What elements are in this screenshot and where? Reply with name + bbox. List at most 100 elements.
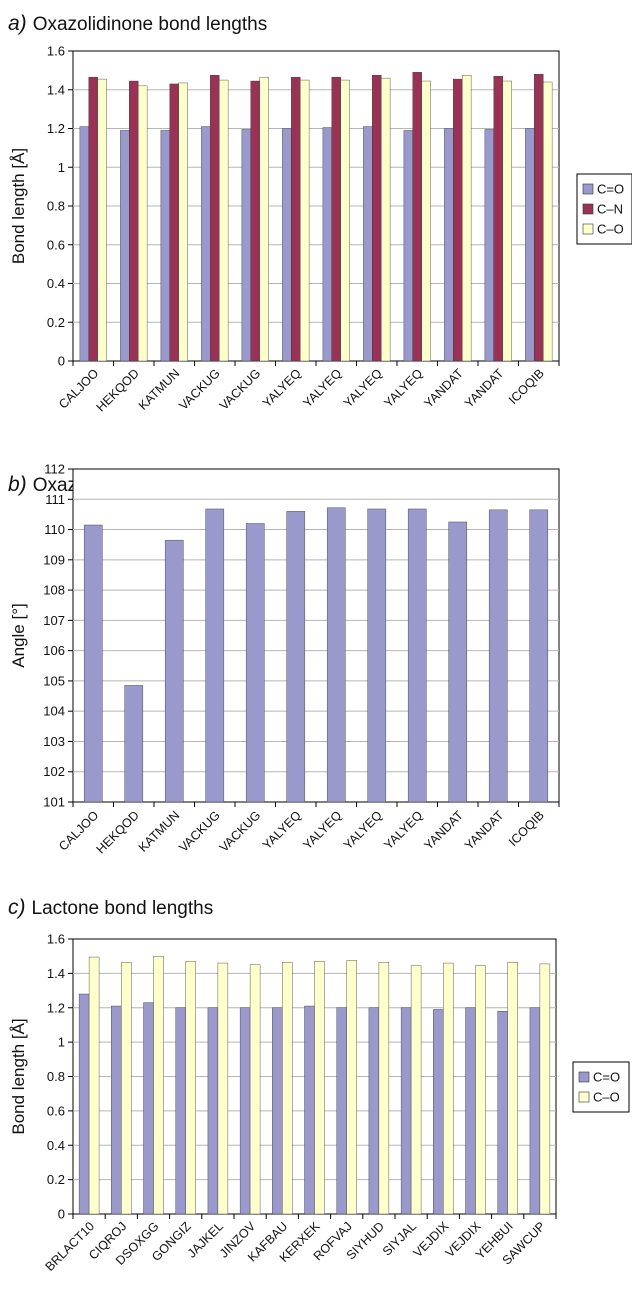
y-tick-label: 0.2 — [47, 315, 65, 330]
plot-area — [72, 468, 560, 803]
y-tick-label: 107 — [43, 613, 65, 628]
y-axis-label: Bond length [Å] — [9, 148, 28, 264]
legend-label: C–O — [597, 222, 624, 237]
bar-co-5 — [239, 1007, 251, 1215]
y-tick-label: 0 — [58, 1207, 65, 1222]
bar-co-3 — [219, 79, 229, 362]
chart-panel-b: b)Oxazolidinone Lp–N–C–O dihedral angles… — [8, 462, 560, 856]
bar-co-11 — [443, 962, 454, 1215]
y-tick-label: 101 — [43, 795, 65, 810]
bar-co-3 — [175, 1007, 186, 1215]
category-label: VACKUG — [176, 366, 223, 413]
bar-co-4 — [259, 76, 269, 362]
y-tick-label: 103 — [43, 734, 65, 749]
bar-co-14 — [529, 1007, 541, 1215]
bar-cn-6 — [331, 76, 341, 362]
bar-co-1 — [121, 962, 132, 1215]
y-axis-label: Angle [°] — [9, 603, 28, 667]
y-tick-label: 1.2 — [47, 1000, 65, 1015]
legend: C=O C–N C–O — [576, 173, 632, 245]
y-tick-label: 109 — [43, 552, 65, 567]
bar-value-3 — [205, 508, 225, 803]
bar-co-4 — [207, 1007, 219, 1215]
bar-co-11 — [433, 1009, 444, 1215]
bar-co-1 — [120, 130, 130, 362]
category-label: YALYEQ — [260, 366, 304, 410]
y-tick-label: 104 — [43, 704, 65, 719]
bar-value-2 — [164, 539, 184, 803]
category-label: YALYEQ — [300, 366, 344, 410]
chart-title: c) Lactone bond lengths — [8, 896, 213, 919]
bar-value-1 — [124, 685, 144, 803]
y-tick-label: 0.6 — [47, 1103, 65, 1118]
y-axis-label: Bond length [Å] — [9, 1018, 28, 1134]
bar-cn-2 — [169, 83, 179, 362]
y-tick-label: 1.4 — [47, 82, 65, 97]
y-tick-label: 1.2 — [47, 121, 65, 136]
panel-letter: c) — [8, 896, 26, 919]
panel-letter: a) — [8, 12, 27, 35]
category-label: BRLACT10 — [43, 1219, 98, 1274]
category-label: KATMUN — [136, 808, 183, 855]
bar-co-1 — [138, 85, 148, 362]
bar-co-10 — [484, 129, 494, 362]
y-tick-label: 102 — [43, 764, 65, 779]
legend: C=O C–O — [572, 1061, 630, 1113]
bar-co-1 — [111, 1005, 122, 1215]
category-label: HEKQOD — [94, 808, 142, 856]
bar-co-0 — [88, 956, 100, 1215]
bar-cn-11 — [534, 74, 544, 362]
legend-label: C=O — [593, 1070, 620, 1085]
bar-cn-3 — [210, 75, 220, 362]
bar-co-6 — [340, 79, 350, 362]
y-tick-label: 111 — [45, 492, 65, 507]
bar-co-8 — [403, 130, 413, 362]
bar-co-12 — [475, 965, 486, 1215]
bar-co-9 — [378, 962, 390, 1215]
category-label: YALYEQ — [260, 808, 304, 852]
bar-value-9 — [448, 521, 468, 803]
bar-cn-9 — [453, 78, 463, 362]
category-label: YANDAT — [462, 808, 507, 853]
chart-title: a) Oxazolidinone bond lengths — [8, 12, 267, 35]
bar-value-0 — [83, 524, 103, 803]
bar-cn-0 — [88, 76, 98, 362]
category-label: YANDAT — [462, 366, 507, 411]
y-tick-label: 1.6 — [47, 932, 65, 947]
y-tick-label: 0 — [58, 354, 65, 369]
bar-cn-10 — [493, 75, 503, 362]
panel-letter: b) — [8, 473, 27, 496]
bar-co-6 — [272, 1007, 283, 1215]
category-label: YANDAT — [421, 808, 466, 853]
category-label: YALYEQ — [381, 808, 425, 852]
bar-co-10 — [410, 965, 422, 1215]
chart-panel-c: c) Lactone bond lengths 0 0.2 0.4 0.6 0.8 1 1.2 1… — [8, 896, 630, 1274]
category-label: YALYEQ — [381, 366, 425, 410]
bar-co-4 — [217, 962, 229, 1215]
bar-co-7 — [304, 1005, 315, 1215]
panel-title: Oxazolidinone bond lengths — [33, 14, 268, 35]
y-tick-label: 0.4 — [47, 1138, 65, 1153]
bar-co-6 — [282, 962, 293, 1215]
category-label: VACKUG — [217, 808, 264, 855]
bar-co-9 — [462, 75, 472, 362]
category-label: ICOQIB — [506, 366, 547, 407]
bar-co-5 — [300, 79, 310, 362]
y-tick-label: 0.4 — [47, 276, 65, 291]
category-label: YANDAT — [421, 366, 466, 411]
bar-cn-4 — [250, 80, 260, 362]
bar-co-7 — [381, 77, 391, 362]
chart-panel-a: a) Oxazolidinone bond lengths 0 0.2 0.4 0.6 0.… — [8, 12, 632, 414]
category-label: YALYEQ — [341, 808, 385, 852]
bar-value-7 — [367, 508, 387, 803]
category-label: YALYEQ — [300, 808, 344, 852]
bar-co-8 — [421, 80, 431, 362]
bar-co-10 — [400, 1007, 412, 1215]
bar-co-6 — [322, 127, 332, 362]
bar-co-12 — [465, 1007, 476, 1215]
y-tick-label: 106 — [43, 643, 65, 658]
legend-label: C–N — [597, 202, 623, 217]
bar-cn-5 — [291, 76, 301, 362]
